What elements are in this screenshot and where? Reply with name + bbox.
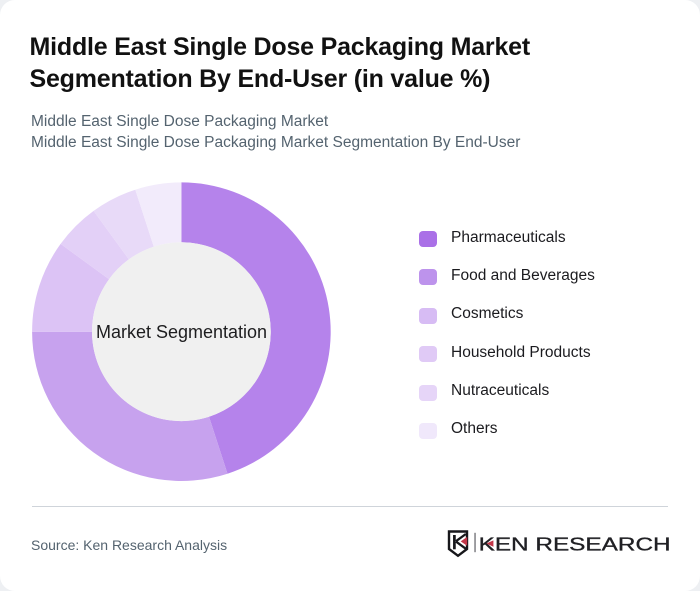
svg-text:KEN RESEARCH: KEN RESEARCH [479,534,671,554]
